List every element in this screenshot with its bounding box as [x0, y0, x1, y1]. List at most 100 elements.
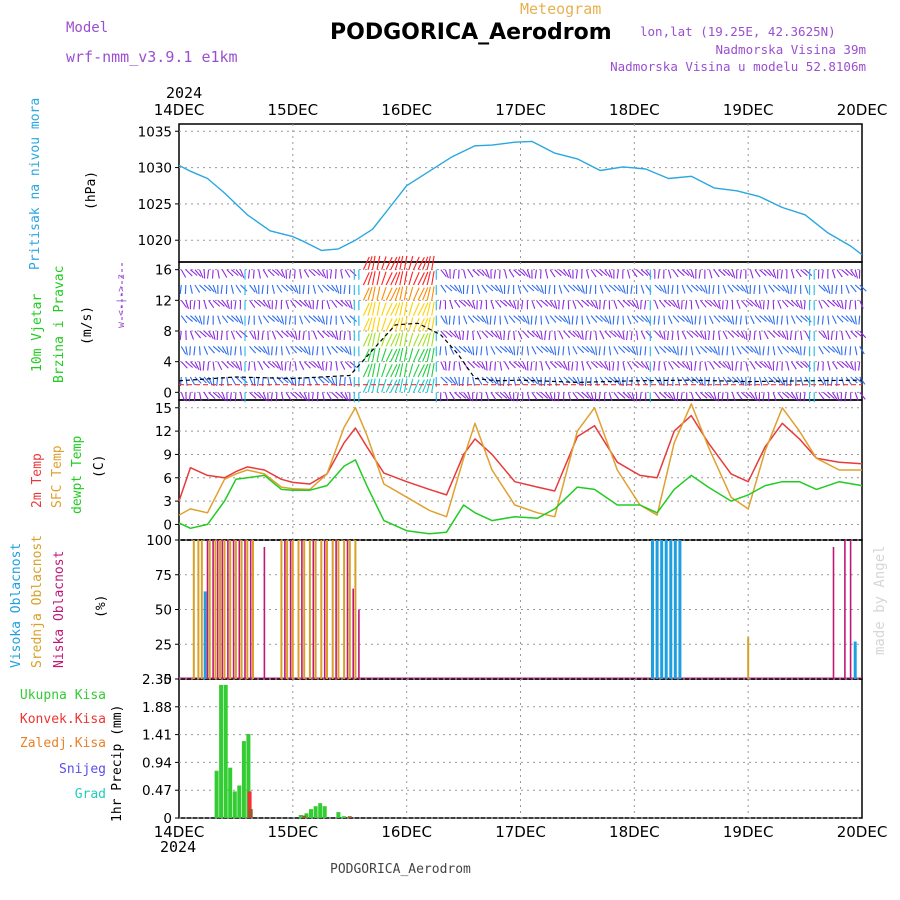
wind-barb	[795, 361, 803, 369]
wind-barb	[672, 361, 680, 369]
wind-barb	[567, 346, 571, 356]
wind-barb	[668, 345, 675, 354]
wind-barb	[203, 269, 206, 279]
wind-barb	[590, 361, 598, 369]
wind-barb	[507, 284, 510, 294]
wind-barb	[444, 392, 449, 402]
wind-barb	[221, 315, 229, 324]
wind-barb	[452, 315, 456, 325]
precip-bar	[318, 803, 323, 818]
wind-barb	[185, 269, 193, 277]
cloud-bar	[348, 540, 351, 679]
wind-barb	[267, 300, 271, 310]
wind-barb	[371, 301, 376, 316]
wind-barb	[475, 392, 478, 402]
wind-barb	[189, 361, 197, 369]
wind-barb	[317, 315, 324, 324]
pressure-title: Pritisak na nivou mora	[28, 97, 43, 270]
wind-barb	[426, 286, 431, 301]
temp-title-2m: 2m Temp	[30, 453, 45, 508]
wind-barb	[535, 284, 543, 293]
wind-barb	[577, 345, 585, 354]
wind-barb	[472, 361, 480, 368]
wind-barb	[781, 345, 790, 353]
wind-barb	[417, 348, 425, 362]
wind-barb	[590, 392, 595, 402]
wind-barb	[217, 345, 225, 354]
wind-barb	[586, 345, 594, 354]
wind-barb	[262, 269, 269, 278]
wind-barb	[722, 284, 727, 294]
wind-barb	[745, 315, 748, 325]
wind-barb	[850, 284, 857, 293]
wind-barb	[293, 269, 296, 279]
cloud-bar	[232, 540, 235, 679]
wind-barb	[859, 330, 867, 339]
footer-station: PODGORICA_Aerodrom	[330, 862, 471, 877]
wind-barb	[763, 330, 769, 340]
wind-barb	[548, 284, 551, 294]
wind-barb	[622, 391, 630, 399]
wind-barb	[422, 256, 429, 270]
wind-barb	[563, 361, 568, 371]
wind-barb	[302, 330, 305, 340]
wind-barb	[481, 284, 488, 293]
precip-y-tick-label: 1.88	[142, 700, 172, 716]
wind-barb	[303, 346, 309, 355]
wind-barb	[727, 269, 734, 278]
wind-barb	[727, 376, 735, 384]
wind-barb	[349, 315, 357, 323]
wind-barb	[334, 269, 337, 279]
wind-barb	[381, 348, 387, 362]
wind-barb	[786, 315, 789, 325]
wind-barb	[234, 392, 237, 402]
wind-barb	[239, 392, 243, 402]
wind-barb	[745, 284, 749, 294]
wind-barb	[453, 361, 456, 371]
wind-barb	[575, 269, 578, 279]
wind-barb	[367, 378, 373, 393]
wind-barb	[768, 376, 776, 384]
cloud-bar	[849, 540, 852, 679]
wind-barb	[458, 361, 462, 371]
wind-barb	[549, 392, 554, 402]
wind-barb	[299, 315, 304, 325]
wind-barb	[462, 330, 465, 341]
wind-barb	[859, 284, 867, 292]
wind-barb	[394, 348, 401, 362]
wind-barb	[504, 269, 508, 279]
wind-barb	[631, 346, 637, 355]
wind-barb	[340, 315, 345, 325]
wind-barb	[453, 376, 459, 386]
wind-barb	[545, 361, 551, 370]
wind-barb	[335, 345, 344, 353]
wind-barb	[249, 330, 255, 339]
wind-barb	[422, 302, 429, 316]
wind-barb	[381, 317, 387, 332]
wind-barb	[754, 361, 762, 369]
wind-barb	[463, 269, 467, 279]
wind-barb	[667, 269, 672, 279]
cloud-y-tick-label: 25	[155, 637, 172, 653]
wind-barb	[677, 361, 685, 368]
wind-barb	[677, 269, 685, 277]
wind-barb	[567, 284, 576, 292]
wind-barb	[408, 256, 414, 270]
wind-barb	[226, 361, 235, 368]
wind-barb	[645, 361, 650, 371]
wind-barb	[485, 361, 488, 371]
wind-barb	[385, 379, 393, 393]
wind-barb	[613, 300, 618, 309]
wind-barb	[253, 299, 262, 307]
wind-barb	[194, 361, 200, 370]
wind-barb	[221, 346, 228, 355]
wind-barb	[780, 269, 783, 279]
wind-barb	[608, 392, 613, 402]
wind-barb	[572, 330, 580, 338]
wind-barb	[426, 271, 431, 286]
wind-barb	[558, 269, 567, 277]
wind-barb	[298, 330, 301, 341]
wind-barb	[335, 391, 344, 399]
x-tick-label-top: 14DEC	[154, 101, 205, 119]
wind-barb	[722, 315, 730, 323]
